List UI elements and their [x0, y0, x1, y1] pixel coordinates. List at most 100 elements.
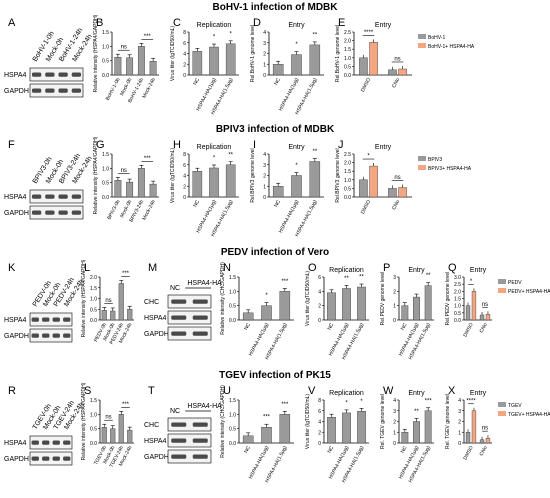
significance-label: *** [281, 402, 289, 408]
panel-letter: A [8, 17, 16, 29]
blot-row-label: HSPA4 [144, 315, 167, 322]
y-tick-label: 2.0 [454, 289, 461, 295]
y-axis-label: Virus titer (lgTCID50/mL) [305, 271, 311, 327]
bar [209, 46, 219, 76]
bar [225, 43, 236, 76]
panel-letter: C [173, 17, 181, 29]
significance-label: ns [121, 168, 127, 174]
y-tick-label: 0.0 [454, 318, 461, 324]
legend-swatch [498, 402, 506, 407]
panel-letter: D [253, 17, 261, 29]
chart-subtitle: Entry [288, 144, 305, 151]
y-axis-label: Rel.BoHV-1 genome level [250, 25, 256, 82]
y-tick-label: 2 [183, 62, 186, 68]
blot-band [45, 88, 55, 93]
panel-r: RTGEV-0hMock-0hTGEV-24hMock-24hHSPA4GAPD… [4, 385, 86, 466]
y-axis-label: Virus titer (lgTCID50/mL) [170, 26, 176, 82]
chart-subtitle: Entry [288, 22, 305, 29]
legend-label: BoHV-1 [428, 35, 445, 41]
y-tick-label: 1.5 [229, 275, 236, 281]
y-tick-label: 4 [263, 152, 266, 158]
bar [291, 175, 302, 198]
y-tick-label: 0.5 [344, 186, 351, 192]
y-tick-label: 4 [183, 174, 186, 180]
bar [479, 314, 485, 321]
blot-row-label: HSPA4 [4, 72, 27, 79]
legend-label: TGEV [508, 403, 522, 409]
blot-band [192, 438, 208, 443]
y-tick-label: 2 [393, 420, 396, 426]
bar [137, 46, 145, 76]
y-tick-label: 4 [458, 398, 461, 404]
bar [118, 283, 124, 321]
y-tick-label: 0.0 [229, 318, 236, 324]
blot-membrane [29, 328, 73, 343]
x-tick-label: NC [192, 77, 201, 87]
row-title: TGEV infection of PK15 [219, 370, 331, 381]
y-tick-label: 2.0 [90, 275, 97, 281]
y-tick-label: 1.0 [90, 297, 97, 303]
bar [137, 168, 145, 198]
blot-membrane [167, 433, 212, 448]
bar [261, 427, 272, 444]
y-axis-label: Rel. TGEV genome level [380, 394, 386, 449]
bar [149, 183, 157, 198]
y-tick-label: 1 [393, 430, 396, 436]
x-tick-label: Chlo [391, 77, 401, 89]
bar [272, 186, 284, 198]
y-tick-label: 1.0 [344, 56, 351, 62]
y-tick-label: 1.0 [229, 289, 236, 295]
bar [225, 164, 236, 198]
x-tick-label: DMSO [360, 77, 372, 93]
legend-swatch [418, 34, 426, 39]
blot-band [58, 210, 68, 215]
bar [359, 179, 368, 198]
y-tick-label: 6 [183, 41, 186, 47]
chart-subtitle: Entry [470, 390, 487, 397]
blot-header: HSPA4-HA [187, 280, 222, 287]
blot-band [42, 317, 50, 322]
bar [101, 310, 107, 321]
panel-letter: G [96, 139, 105, 151]
blot-band [42, 456, 50, 461]
y-tick-label: 3 [263, 41, 266, 47]
x-tick-label: NC [192, 199, 201, 209]
bar [357, 411, 366, 444]
blot-band [71, 194, 82, 199]
blot-band [31, 72, 42, 77]
panel-letter: S [84, 385, 91, 397]
bar [413, 421, 420, 444]
blot-band [171, 422, 187, 427]
blot-header-nc: NC [170, 408, 180, 415]
y-tick-label: 1.0 [90, 412, 97, 418]
y-tick-label: 2 [458, 420, 461, 426]
panel-letter: T [148, 385, 155, 397]
bar [291, 54, 302, 76]
panel-letter: F [8, 139, 15, 151]
significance-label: *** [122, 402, 130, 408]
blot-band [63, 333, 71, 338]
legend-swatch [498, 288, 506, 293]
y-tick-label: 1 [263, 184, 266, 190]
bar [242, 435, 254, 444]
blot-row-label: CHC [144, 299, 159, 306]
bar [127, 309, 133, 321]
blot-band [192, 454, 208, 459]
x-tick-label: NC [273, 77, 282, 87]
y-axis-label: Relative intensity (HSPA4/GAPDH) [93, 136, 99, 214]
y-tick-label: 1.0 [102, 44, 109, 50]
panel-j: J Entry Rel.BPIV3 genome level 0.0 0.5 1.0 1.5… [335, 139, 472, 215]
blot-band [31, 210, 42, 215]
panel-letter: K [8, 262, 16, 274]
panel-f: FBPIV3-0hMock-0hBPIV3-24hMock-24hHSPA4GA… [4, 139, 94, 220]
y-tick-label: 3 [458, 409, 461, 415]
significance-label: *** [263, 415, 271, 421]
blot-band [171, 315, 187, 320]
y-tick-label: 2.5 [454, 282, 461, 288]
y-tick-label: 2.5 [344, 30, 351, 36]
bar [127, 429, 133, 444]
y-tick-label: 1 [393, 304, 396, 310]
